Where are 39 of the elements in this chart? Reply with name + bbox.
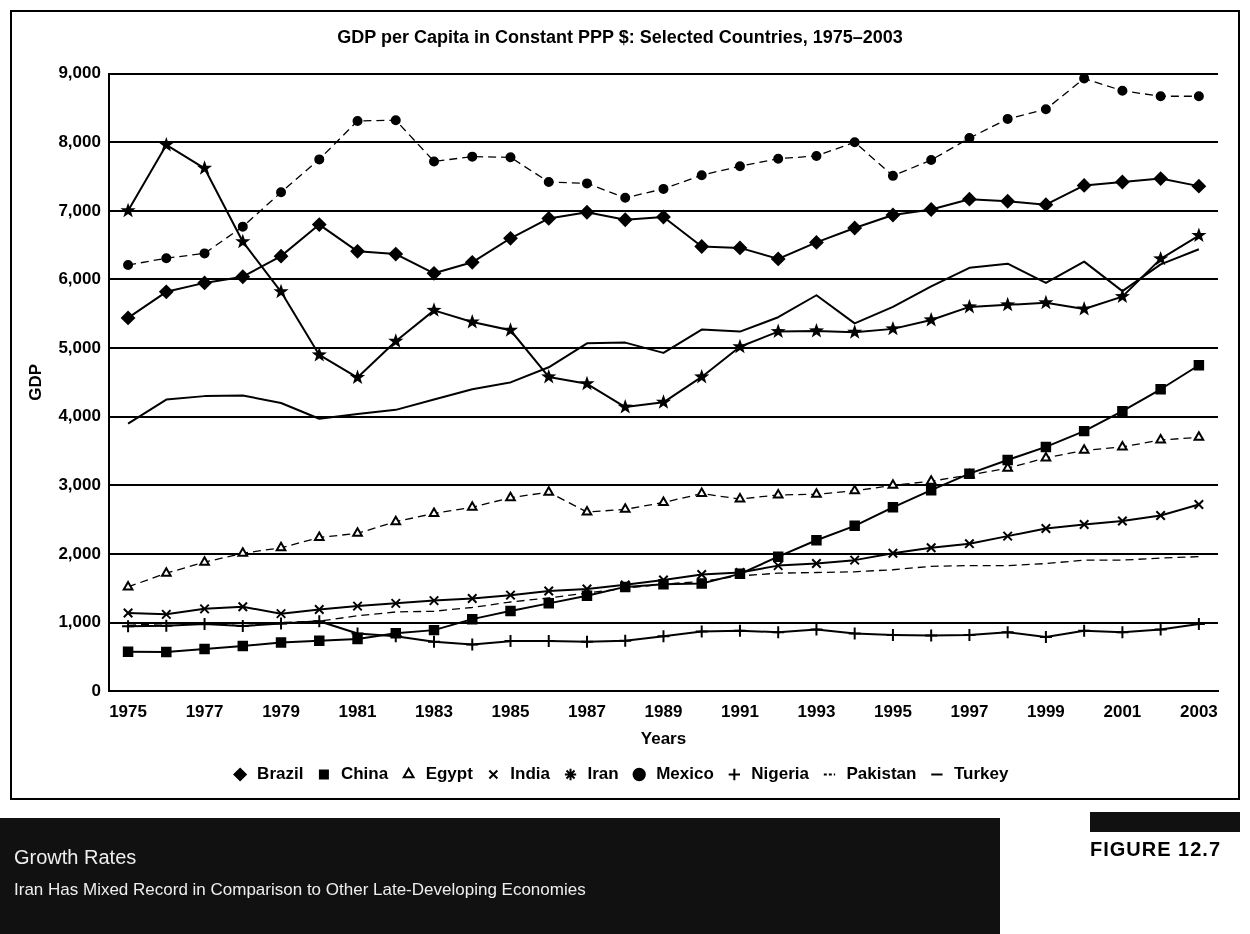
x-tick-label: 1997 [950,702,989,722]
y-tick-label: 3,000 [58,475,101,495]
x-tick-label: 2001 [1103,702,1142,722]
y-tick-label: 4,000 [58,406,101,426]
x-tick-label: 1999 [1026,702,1065,722]
y-tick-label: 2,000 [58,543,101,563]
y-tick-label: 9,000 [58,63,101,83]
x-tick-label: 1983 [415,702,453,722]
y-axis-title: GDP [25,363,45,401]
y-tick-label: 6,000 [58,269,101,289]
y-tick-label: 1,000 [58,612,101,632]
y-tick-label: 0 [91,680,101,700]
legend-label: Pakistan [846,764,917,784]
legend-label: Egypt [425,764,474,784]
x-tick-label: 2003 [1179,702,1218,722]
caption: FIGURE 12.7 [1090,838,1222,861]
chart-title: GDP per Capita in Constant PPP $: Selected Countries, 1975–2003 [337,26,903,47]
x-tick-label: 1979 [262,702,300,722]
legend-label: Brazil [257,764,304,784]
x-tick-label: 1993 [797,702,836,722]
legend-label: Turkey [953,764,1009,784]
x-tick-label: 1975 [109,702,147,722]
y-tick-label: 7,000 [58,200,101,220]
x-tick-label: 1989 [644,702,683,722]
x-tick-label: 1995 [874,702,912,722]
legend-label: China [340,764,389,784]
x-tick-label: 1991 [721,702,759,722]
legend-label: India [510,764,551,784]
y-tick-label: 8,000 [58,131,101,151]
x-tick-label: 1987 [568,702,606,722]
caption-banner: Growth Rates Iran Has Mixed Record in Comparison to Other Late-Developing Economies [0,818,1000,934]
x-tick-label: 1985 [491,702,530,722]
y-tick-label: 5,000 [58,337,101,357]
legend-label: Nigeria [751,764,810,784]
x-axis-title: Years [640,729,687,749]
legend-label: Mexico [656,764,714,784]
x-tick-label: 1977 [185,702,224,722]
x-tick-label: 1981 [338,702,377,722]
legend-label: Iran [587,764,619,784]
